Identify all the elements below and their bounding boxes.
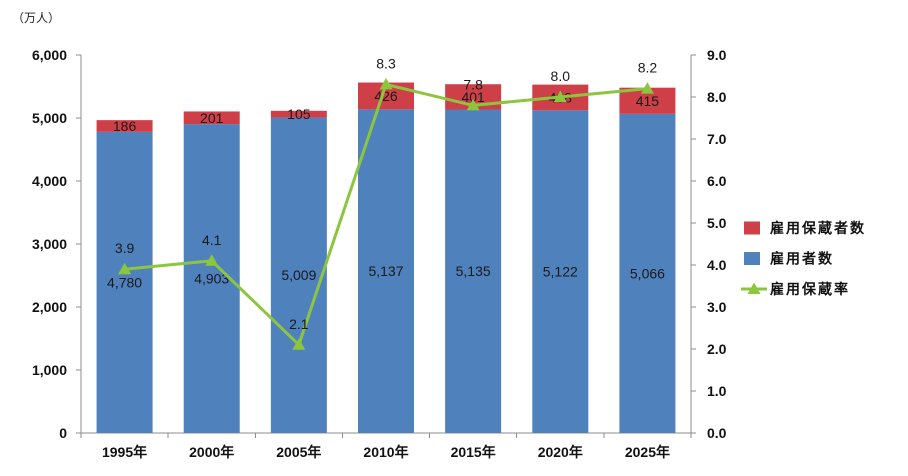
hoarding-rate-data-label: 2.1 [289,316,309,332]
legend-swatch-marker [747,282,761,294]
hoarded-employee-count-bar [270,110,327,118]
employee-count-bar [445,109,502,434]
left-axis-tick-label: 2,000 [32,299,67,315]
employee-count-data-label: 4,903 [194,271,229,287]
hoarding-rate-marker [553,90,567,102]
hoarding-rate-marker [292,338,306,350]
x-axis-category-label: 2005年 [276,444,321,460]
bars [96,82,676,434]
hoarding-rate-marker [379,77,393,90]
legend-item: 雇用保蔵率 [741,281,850,297]
employee-count-data-label: 5,009 [281,267,316,283]
hoarded-employee-count-data-label: 426 [374,88,398,104]
right-axis-tick-label: 9.0 [707,47,727,63]
hoarded-employee-count-bar [96,120,153,132]
right-axis-tick-label: 1.0 [707,383,727,399]
hoarding-rate-data-label: 8.0 [551,68,571,84]
employee-count-bar [96,131,153,434]
x-axis-category-label: 2000年 [189,444,234,460]
left-axis-tick-label: 0 [59,425,67,441]
hoarded-employee-count-bar [183,111,240,125]
hoarding-rate-series: 3.9 4.1 2.1 8.3 7.8 8.0 8.2 [115,55,658,350]
axes: 0 1,000 2,000 3,000 4,000 5,000 6,000 0.0 1.0 2.0… [32,47,727,460]
employee-count-bar [270,117,327,434]
hoarded-employee-count-data-label: 201 [200,110,224,126]
right-axis-tick-label: 2.0 [707,341,727,357]
hoarding-rate-data-label: 4.1 [202,232,222,248]
employee-count-bar [532,110,589,434]
employee-count-data-label: 5,135 [456,263,491,279]
legend-label: 雇用保蔵率 [770,281,850,297]
bar-data-labels: 4,780 186 4,903 201 5,009 105 5,137 426 5,135 401… [107,88,665,290]
legend-swatch [744,221,760,235]
hoarded-employee-count-data-label: 415 [636,93,660,109]
employee-count-data-label: 5,122 [543,264,578,280]
employee-count-data-label: 5,137 [368,263,403,279]
x-axis-category-label: 2015年 [451,444,496,460]
left-axis-tick-label: 5,000 [32,110,67,126]
right-axis-tick-label: 7.0 [707,131,727,147]
hoarding-rate-marker [205,254,219,266]
employee-count-bar [619,113,676,433]
legend-swatch [744,252,760,265]
left-axis-tick-label: 4,000 [32,173,67,189]
hoarding-rate-data-label: 8.3 [376,55,396,71]
x-axis-category-label: 1995年 [102,444,147,460]
employee-count-data-label: 4,780 [107,274,142,290]
hoarding-rate-data-label: 8.2 [638,60,658,76]
right-axis-tick-label: 4.0 [707,257,727,273]
employee-count-bar [358,109,414,433]
left-axis-tick-label: 3,000 [32,236,67,252]
right-axis-tick-label: 6.0 [707,173,727,189]
left-axis-tick-label: 1,000 [32,362,67,378]
x-axis-category-label: 2025年 [625,444,670,460]
hoarded-employee-count-data-label: 186 [113,118,137,134]
left-axis-tick-label: 6,000 [32,47,67,63]
legend-item: 雇用者数 [744,251,834,267]
right-axis-tick-label: 0.0 [707,425,727,441]
hoarding-rate-data-label: 3.9 [115,240,135,256]
right-axis-tick-label: 8.0 [707,89,727,105]
hoarding-rate-marker [466,98,480,111]
right-axis-tick-label: 5.0 [707,215,727,231]
hoarding-rate-marker [640,82,654,94]
legend-label: 雇用者数 [770,251,834,267]
legend-label: 雇用保蔵者数 [770,220,866,236]
legend-item: 雇用保蔵者数 [744,220,866,236]
hoarded-employee-count-data-label: 105 [287,106,311,122]
employee-count-data-label: 5,066 [630,265,665,281]
left-axis-unit-label: （万人） [12,11,60,25]
x-axis-category-label: 2010年 [363,444,408,460]
hoarded-employee-count-data-label: 401 [461,89,485,105]
x-axis-category-label: 2020年 [538,444,583,460]
hoarding-rate-data-label: 7.8 [463,76,483,92]
right-axis-tick-label: 3.0 [707,299,727,315]
hoarding-rate-marker [118,262,132,275]
